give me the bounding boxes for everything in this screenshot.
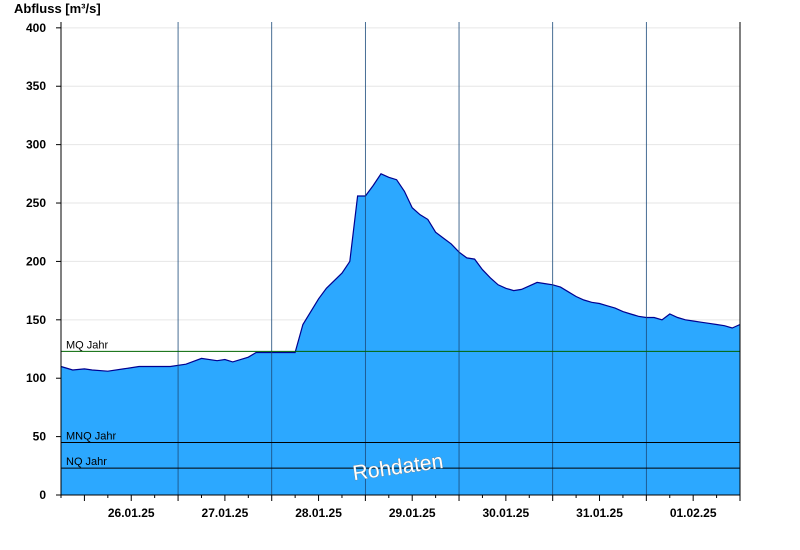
reference-line-label: MQ Jahr: [66, 339, 109, 351]
y-axis-ticks: 0 50 100 150 200 250 300 350 400: [26, 21, 61, 502]
x-tick-label: 28.01.25: [295, 506, 342, 520]
y-tick-label: 200: [26, 254, 46, 268]
y-tick-label: 350: [26, 79, 46, 93]
axes: [60, 22, 741, 496]
y-tick-label: 250: [26, 196, 46, 210]
x-tick-label: 29.01.25: [389, 506, 436, 520]
reference-line-label: NQ Jahr: [66, 456, 107, 468]
y-axis-label: Abfluss [m³/s]: [14, 1, 101, 16]
x-tick-label: 27.01.25: [202, 506, 249, 520]
x-tick-label: 01.02.25: [670, 506, 717, 520]
discharge-area: [61, 173, 740, 496]
y-tick-label: 150: [26, 313, 46, 327]
x-axis-ticks: 26.01.25 27.01.25 28.01.25 29.01.25 30.01.25…: [60, 495, 741, 520]
x-tick-label: 30.01.25: [483, 506, 530, 520]
y-tick-label: 400: [26, 21, 46, 35]
x-tick-label: 31.01.25: [576, 506, 623, 520]
y-tick-label: 300: [26, 138, 46, 152]
reference-lines: MQ Jahr MNQ Jahr NQ Jahr: [61, 339, 740, 469]
y-tick-label: 50: [33, 430, 47, 444]
x-tick-label: 26.01.25: [108, 506, 155, 520]
day-separator-lines: [177, 22, 647, 495]
y-tick-label: 100: [26, 371, 46, 385]
reference-line-label: MNQ Jahr: [66, 430, 116, 442]
y-tick-label: 0: [39, 488, 46, 502]
